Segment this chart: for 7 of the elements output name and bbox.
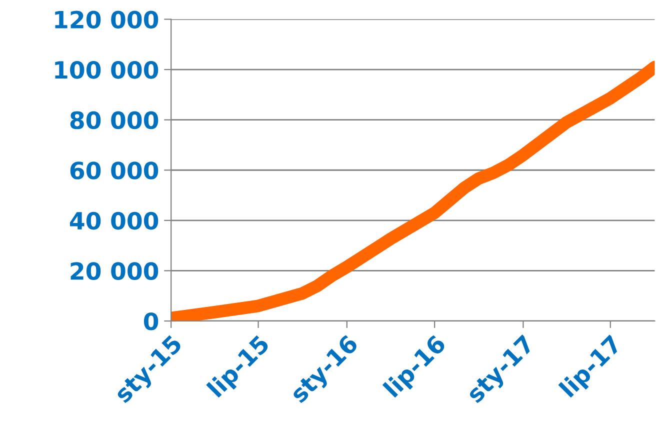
y-tick-label: 100 000	[55, 60, 158, 79]
y-tick-label: 0	[144, 312, 158, 330]
y-tick-label: 40 000	[70, 212, 158, 230]
y-tick-label: 20 000	[70, 262, 158, 280]
y-tick-label: 60 000	[70, 162, 158, 180]
y-tick-label: 120 000	[55, 10, 158, 29]
y-tick-label: 80 000	[70, 111, 158, 130]
